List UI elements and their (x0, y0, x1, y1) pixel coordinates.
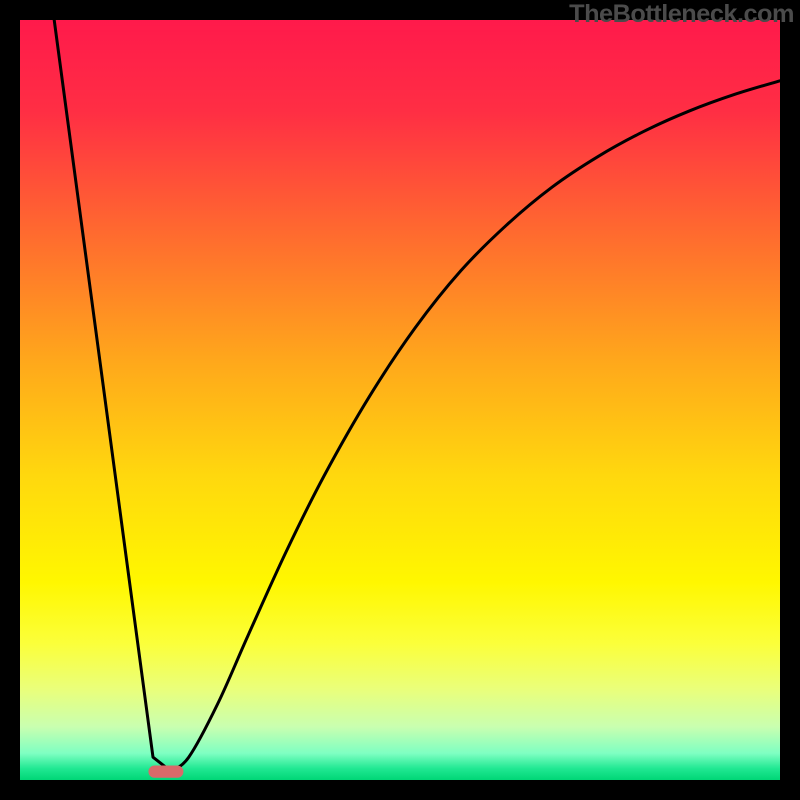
chart-svg (0, 0, 800, 800)
watermark-text: TheBottleneck.com (569, 0, 794, 29)
gradient-background (20, 20, 780, 780)
valley-marker (148, 766, 183, 778)
bottleneck-chart: TheBottleneck.com (0, 0, 800, 800)
